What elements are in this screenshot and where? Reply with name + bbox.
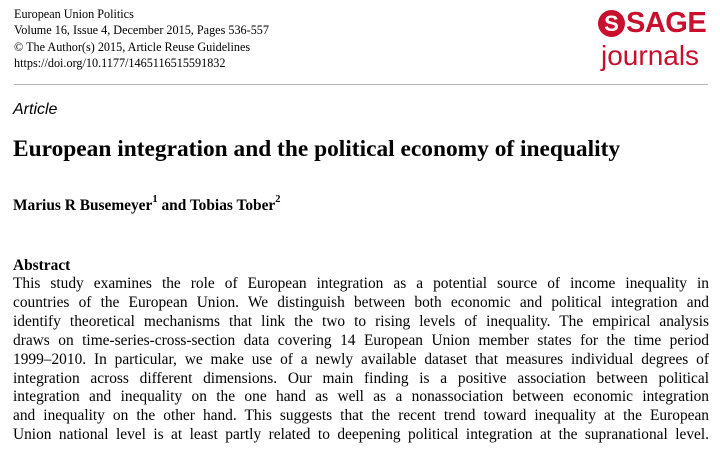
abstract-line: This study examines the role of European… — [13, 275, 709, 292]
journal-metadata: European Union Politics Volume 16, Issue… — [14, 6, 269, 72]
abstract-line: and inequality on the other hand. This s… — [13, 407, 709, 425]
abstract-heading: Abstract — [13, 257, 71, 274]
sage-text: SAGE — [626, 7, 707, 39]
abstract-body: This study examines the role of European… — [13, 275, 709, 445]
abstract-line: integration across different dimensions.… — [13, 369, 709, 387]
author-name: Marius R Busemeyer — [13, 197, 153, 214]
author-separator: and — [157, 197, 190, 214]
author-list: Marius R Busemeyer1 and Tobias Tober2 — [13, 193, 281, 216]
author-affiliation-marker: 2 — [275, 193, 281, 205]
article-type-label: Article — [13, 101, 58, 118]
journal-issue: Volume 16, Issue 4, December 2015, Pages… — [14, 23, 269, 38]
abstract-line: countries of the European Union. We dist… — [13, 293, 709, 311]
abstract-line: identify theoretical mechanisms that lin… — [13, 312, 709, 330]
abstract-line: draws on time-series-cross-section data … — [13, 331, 709, 349]
abstract-line: integration and inequality on the one ha… — [13, 388, 709, 406]
header-divider — [14, 84, 708, 85]
sage-journals-logo: S SAGE journals — [598, 8, 710, 78]
article-title: European integration and the political e… — [13, 136, 621, 162]
author-name: Tobias Tober — [189, 197, 276, 214]
author-affiliation-marker: 1 — [152, 193, 158, 205]
doi-link[interactable]: https://doi.org/10.1177/1465116515591832 — [14, 56, 226, 71]
sage-wordmark: S SAGE — [598, 7, 707, 39]
journal-name: European Union Politics — [14, 7, 134, 21]
abstract-line: 1999–2010. In particular, we make use of… — [13, 350, 709, 368]
abstract-line: Union national level is at least partly … — [13, 426, 709, 444]
sage-s-circle-icon: S — [598, 9, 625, 37]
journals-text: journals — [601, 40, 700, 71]
copyright-line: © The Author(s) 2015, Article Reuse Guid… — [14, 39, 251, 54]
